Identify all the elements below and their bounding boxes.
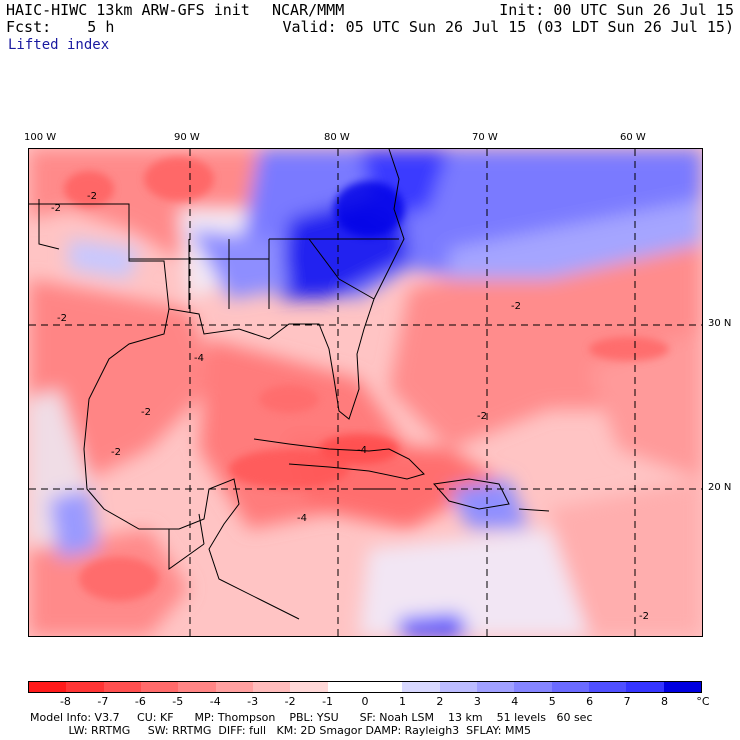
colorbar-swatch [327, 682, 365, 692]
colorbar-swatch [215, 682, 253, 692]
colorbar-swatch [290, 682, 328, 692]
contour-label: -2 [51, 203, 61, 214]
colorbar-label: -7 [97, 695, 109, 708]
contour-label: -2 [639, 611, 649, 622]
colorbar-label: 8 [661, 695, 669, 708]
colorbar-swatch [439, 682, 477, 692]
contour-label: -4 [297, 513, 307, 524]
lon-label: 100 W [24, 132, 57, 143]
contour-label: -2 [477, 411, 487, 422]
contour-label: -4 [194, 353, 204, 364]
colorbar-swatch [140, 682, 179, 692]
colorbar-swatch [29, 682, 67, 692]
colorbar-swatch [551, 682, 589, 692]
lon-label: 60 W [620, 132, 646, 143]
colorbar-label: -2 [284, 695, 296, 708]
contour-label: -2 [87, 191, 97, 202]
colorbar-label: 4 [511, 695, 519, 708]
forecast-hour: Fcst: 5 h [6, 18, 115, 36]
colorbar-label: -5 [172, 695, 184, 708]
colorbar-label: -1 [322, 695, 334, 708]
lon-label: 70 W [472, 132, 498, 143]
colorbar-label: 3 [473, 695, 481, 708]
field-name: Lifted index [8, 37, 110, 53]
colorbar-swatch [178, 682, 216, 692]
model-info-line2: LW: RRTMG SW: RRTMG DIFF: full KM: 2D Sm… [30, 724, 531, 737]
contour-label: -2 [511, 301, 521, 312]
colorbar-label: 5 [548, 695, 556, 708]
colorbar-swatch [663, 682, 701, 692]
init-time: Init: 00 UTC Sun 26 Jul 15 [499, 1, 734, 19]
lifted-index-map: -2 -2 -2 -2 -2 -2 -2 -4 -4 -4 -2 [29, 149, 702, 636]
colorbar-swatch [66, 682, 104, 692]
colorbar-label: 6 [586, 695, 594, 708]
colorbar-swatch [402, 682, 440, 692]
colorbar-swatch [476, 682, 515, 692]
contour-label: -4 [357, 445, 367, 456]
lon-label: 90 W [174, 132, 200, 143]
contour-label: -2 [57, 313, 67, 324]
contour-labels: -2 -2 -2 -2 -2 -2 -2 -4 -4 -4 -2 [51, 191, 649, 622]
model-title: HAIC-HIWC 13km ARW-GFS init [6, 1, 250, 19]
colorbar-label: 1 [398, 695, 406, 708]
contour-label: -2 [111, 447, 121, 458]
colorbar-swatch [514, 682, 552, 692]
colorbar [28, 681, 702, 693]
colorbar-swatch [103, 682, 141, 692]
lat-label: 20 N [708, 482, 732, 493]
valid-time: Valid: 05 UTC Sun 26 Jul 15 (03 LDT Sun … [282, 18, 734, 36]
organization: NCAR/MMM [272, 1, 345, 19]
colorbar-unit: °C [696, 695, 710, 708]
colorbar-swatch [252, 682, 291, 692]
lon-label: 80 W [324, 132, 350, 143]
colorbar-label: 7 [623, 695, 631, 708]
colorbar-label: 2 [436, 695, 444, 708]
model-info-line1: Model Info: V3.7 CU: KF MP: Thompson PBL… [30, 711, 593, 724]
colorbar-swatch [626, 682, 664, 692]
map-panel: -2 -2 -2 -2 -2 -2 -2 -4 -4 -4 -2 [28, 148, 703, 637]
colorbar-label: -8 [59, 695, 71, 708]
colorbar-label: -6 [134, 695, 146, 708]
colorbar-label: 0 [361, 695, 369, 708]
lat-label: 30 N [708, 318, 732, 329]
colorbar-swatch [588, 682, 627, 692]
colorbar-label: -3 [247, 695, 259, 708]
colorbar-swatch [364, 682, 403, 692]
contour-label: -2 [141, 407, 151, 418]
lat-lon-grid [29, 149, 702, 636]
colorbar-label: -4 [209, 695, 221, 708]
